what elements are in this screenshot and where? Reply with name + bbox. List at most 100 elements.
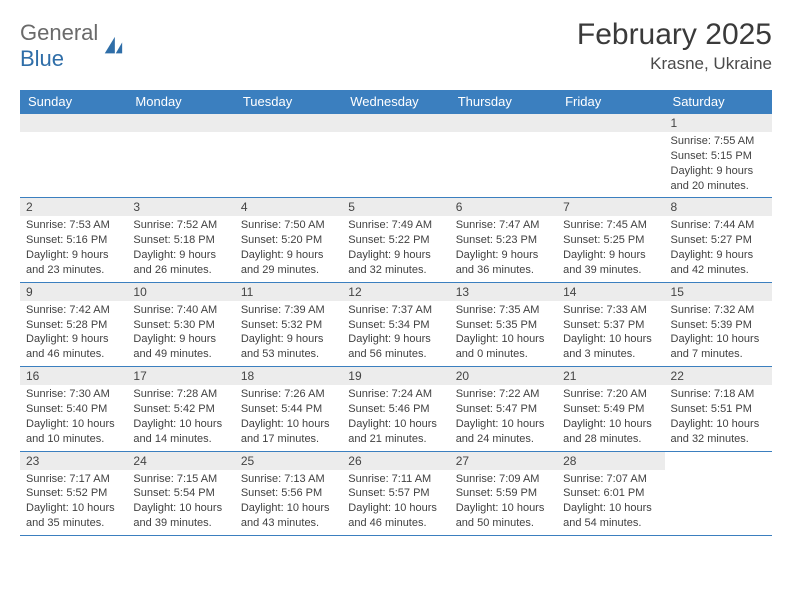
calendar-week-row: 2Sunrise: 7:53 AMSunset: 5:16 PMDaylight…	[20, 198, 772, 282]
calendar-day-cell: 12Sunrise: 7:37 AMSunset: 5:34 PMDayligh…	[342, 283, 449, 366]
day-number: 24	[133, 454, 228, 468]
day-number-bar: 7	[557, 198, 664, 216]
sunset-text: Sunset: 5:27 PM	[671, 233, 766, 248]
day-number-bar: 28	[557, 452, 664, 470]
weekday-header: Sunday	[20, 90, 127, 114]
day-body	[20, 132, 127, 138]
day-number-bar: 14	[557, 283, 664, 301]
day-number-bar: 16	[20, 367, 127, 385]
weekday-header: Saturday	[665, 90, 772, 114]
calendar-day-cell: 3Sunrise: 7:52 AMSunset: 5:18 PMDaylight…	[127, 198, 234, 281]
day-body: Sunrise: 7:26 AMSunset: 5:44 PMDaylight:…	[235, 385, 342, 450]
day-body	[665, 470, 772, 476]
sunrise-text: Sunrise: 7:40 AM	[133, 303, 228, 318]
calendar-week-row: 23Sunrise: 7:17 AMSunset: 5:52 PMDayligh…	[20, 452, 772, 536]
day-number: 2	[26, 200, 121, 214]
daylight-text: Daylight: 10 hours and 10 minutes.	[26, 417, 121, 447]
calendar-body: 1Sunrise: 7:55 AMSunset: 5:15 PMDaylight…	[20, 114, 772, 536]
day-number: 20	[456, 369, 551, 383]
day-number: 8	[671, 200, 766, 214]
sunrise-text: Sunrise: 7:28 AM	[133, 387, 228, 402]
day-number: 25	[241, 454, 336, 468]
calendar-day-cell: 28Sunrise: 7:07 AMSunset: 6:01 PMDayligh…	[557, 452, 664, 535]
day-number-bar: 23	[20, 452, 127, 470]
sunset-text: Sunset: 5:46 PM	[348, 402, 443, 417]
sunrise-text: Sunrise: 7:20 AM	[563, 387, 658, 402]
sunrise-text: Sunrise: 7:45 AM	[563, 218, 658, 233]
daylight-text: Daylight: 10 hours and 14 minutes.	[133, 417, 228, 447]
day-number-bar: 6	[450, 198, 557, 216]
sunset-text: Sunset: 5:39 PM	[671, 318, 766, 333]
calendar-day-cell: 16 Sunrise: 7:30 AMSunset: 5:40 PMDayligh…	[20, 367, 127, 450]
sunrise-text: Sunrise: 7:52 AM	[133, 218, 228, 233]
daylight-text: Daylight: 10 hours and 24 minutes.	[456, 417, 551, 447]
day-body	[127, 132, 234, 138]
sunset-text: Sunset: 5:16 PM	[26, 233, 121, 248]
calendar-day-cell: 22Sunrise: 7:18 AMSunset: 5:51 PMDayligh…	[665, 367, 772, 450]
daylight-text: Daylight: 9 hours and 23 minutes.	[26, 248, 121, 278]
calendar-day-cell: 19Sunrise: 7:24 AMSunset: 5:46 PMDayligh…	[342, 367, 449, 450]
calendar-day-cell: 9 Sunrise: 7:42 AMSunset: 5:28 PMDaylight…	[20, 283, 127, 366]
daylight-text: Daylight: 9 hours and 49 minutes.	[133, 332, 228, 362]
daylight-text: Daylight: 10 hours and 28 minutes.	[563, 417, 658, 447]
calendar-day-cell: 13Sunrise: 7:35 AMSunset: 5:35 PMDayligh…	[450, 283, 557, 366]
sunset-text: Sunset: 5:37 PM	[563, 318, 658, 333]
weekday-header-row: Sunday Monday Tuesday Wednesday Thursday…	[20, 90, 772, 114]
daylight-text: Daylight: 9 hours and 56 minutes.	[348, 332, 443, 362]
calendar-day-cell: 2Sunrise: 7:53 AMSunset: 5:16 PMDaylight…	[20, 198, 127, 281]
weekday-header: Tuesday	[235, 90, 342, 114]
day-number-bar: 13	[450, 283, 557, 301]
day-number: 18	[241, 369, 336, 383]
sunset-text: Sunset: 5:25 PM	[563, 233, 658, 248]
day-number: 21	[563, 369, 658, 383]
calendar-day-cell: 24Sunrise: 7:15 AMSunset: 5:54 PMDayligh…	[127, 452, 234, 535]
daylight-text: Daylight: 9 hours and 42 minutes.	[671, 248, 766, 278]
day-number	[133, 116, 228, 130]
calendar-week-row: 9Sunrise: 7:42 AMSunset: 5:28 PMDaylight…	[20, 283, 772, 367]
day-number: 4	[241, 200, 336, 214]
day-number-bar: 25	[235, 452, 342, 470]
day-number-bar: 9	[20, 283, 127, 301]
daylight-text: Daylight: 9 hours and 20 minutes.	[671, 164, 766, 194]
calendar-day-cell: 15 Sunrise: 7:32 AMSunset: 5:39 PMDayligh…	[665, 283, 772, 366]
sunset-text: Sunset: 5:47 PM	[456, 402, 551, 417]
day-number: 15	[671, 285, 766, 299]
sunset-text: Sunset: 5:20 PM	[241, 233, 336, 248]
calendar-day-cell: 8 Sunrise: 7:44 AMSunset: 5:27 PMDaylight…	[665, 198, 772, 281]
daylight-text: Daylight: 10 hours and 39 minutes.	[133, 501, 228, 531]
day-number: 16	[26, 369, 121, 383]
daylight-text: Daylight: 10 hours and 3 minutes.	[563, 332, 658, 362]
calendar-day-cell: 1Sunrise: 7:55 AMSunset: 5:15 PMDaylight…	[665, 114, 772, 197]
day-body: Sunrise: 7:18 AMSunset: 5:51 PMDaylight:…	[665, 385, 772, 450]
day-number-bar: 1	[665, 114, 772, 132]
day-number	[26, 116, 121, 130]
day-body: Sunrise: 7:47 AMSunset: 5:23 PMDaylight:…	[450, 216, 557, 281]
sunset-text: Sunset: 5:56 PM	[241, 486, 336, 501]
daylight-text: Daylight: 10 hours and 21 minutes.	[348, 417, 443, 447]
sunrise-text: Sunrise: 7:42 AM	[26, 303, 121, 318]
daylight-text: Daylight: 10 hours and 46 minutes.	[348, 501, 443, 531]
day-number: 3	[133, 200, 228, 214]
daylight-text: Daylight: 9 hours and 29 minutes.	[241, 248, 336, 278]
weekday-header: Monday	[127, 90, 234, 114]
day-number	[563, 116, 658, 130]
day-number-bar	[20, 114, 127, 132]
day-body: Sunrise: 7:55 AMSunset: 5:15 PMDaylight:…	[665, 132, 772, 197]
day-body: Sunrise: 7:09 AMSunset: 5:59 PMDaylight:…	[450, 470, 557, 535]
sunset-text: Sunset: 5:49 PM	[563, 402, 658, 417]
sunset-text: Sunset: 5:52 PM	[26, 486, 121, 501]
daylight-text: Daylight: 9 hours and 46 minutes.	[26, 332, 121, 362]
day-body: Sunrise: 7:35 AMSunset: 5:35 PMDaylight:…	[450, 301, 557, 366]
day-body: Sunrise: 7:32 AMSunset: 5:39 PMDaylight:…	[665, 301, 772, 366]
day-number: 10	[133, 285, 228, 299]
sunset-text: Sunset: 5:28 PM	[26, 318, 121, 333]
sunrise-text: Sunrise: 7:49 AM	[348, 218, 443, 233]
day-number-bar: 8	[665, 198, 772, 216]
sunrise-text: Sunrise: 7:44 AM	[671, 218, 766, 233]
day-body: Sunrise: 7:30 AMSunset: 5:40 PMDaylight:…	[20, 385, 127, 450]
calendar-week-row: 1Sunrise: 7:55 AMSunset: 5:15 PMDaylight…	[20, 114, 772, 198]
weekday-header: Friday	[557, 90, 664, 114]
day-number: 17	[133, 369, 228, 383]
sunrise-text: Sunrise: 7:15 AM	[133, 472, 228, 487]
calendar-day-cell: 14Sunrise: 7:33 AMSunset: 5:37 PMDayligh…	[557, 283, 664, 366]
